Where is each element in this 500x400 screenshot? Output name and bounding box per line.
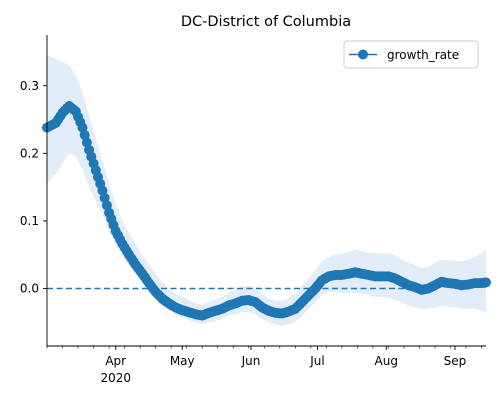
x-tick-label: Apr [105, 354, 126, 368]
x-tick-label: Sep [444, 354, 467, 368]
y-tick-label: 0.2 [20, 147, 39, 161]
x-tick-label: Jun [241, 354, 261, 368]
data-point [481, 277, 491, 288]
x-tick-label: Jul [309, 354, 324, 368]
y-tick-label: 0.1 [20, 214, 39, 228]
axes: 0.0 0.1 0.2 0.3 Apr 2020 May Jun Jul Aug Sep [20, 35, 486, 385]
legend: growth_rate [343, 40, 479, 69]
x-tick-year-label: 2020 [100, 371, 131, 385]
plot-area [42, 55, 491, 326]
y-tick-label: 0.3 [20, 79, 39, 93]
data-point [77, 122, 88, 133]
x-tick-label: Aug [375, 354, 398, 368]
y-tick-label: 0.0 [20, 282, 39, 296]
x-tick-label: May [170, 354, 195, 368]
confidence-band [47, 55, 486, 326]
data-point [99, 192, 110, 203]
legend-marker-swatch [358, 49, 368, 60]
legend-label-growth-rate: growth_rate [387, 48, 459, 62]
chart-title: DC-District of Columbia [181, 14, 351, 30]
legend-box [343, 40, 479, 69]
series-markers [42, 101, 491, 321]
